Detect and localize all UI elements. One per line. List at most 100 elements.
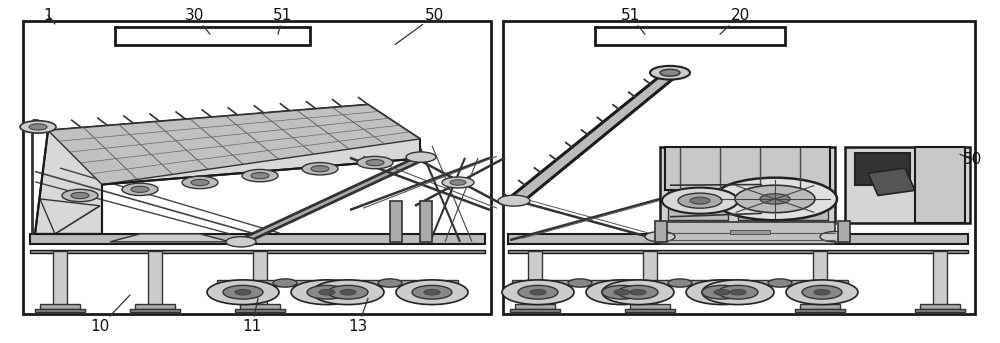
- Circle shape: [29, 124, 47, 130]
- Circle shape: [686, 280, 758, 305]
- Bar: [915, 147, 965, 223]
- Circle shape: [235, 289, 251, 295]
- Bar: [512, 280, 648, 286]
- Bar: [115, 27, 310, 45]
- Circle shape: [730, 289, 746, 295]
- Circle shape: [223, 285, 263, 299]
- Bar: [510, 309, 560, 312]
- Bar: [730, 230, 770, 234]
- Bar: [915, 309, 965, 312]
- Circle shape: [71, 192, 89, 199]
- Circle shape: [412, 285, 452, 299]
- Bar: [625, 309, 675, 312]
- Text: 10: 10: [90, 295, 130, 334]
- Circle shape: [713, 178, 837, 220]
- Circle shape: [820, 232, 850, 242]
- Circle shape: [340, 289, 356, 295]
- Circle shape: [662, 188, 738, 214]
- Bar: [515, 304, 555, 309]
- Bar: [253, 251, 267, 305]
- Bar: [528, 251, 542, 305]
- Circle shape: [122, 183, 158, 196]
- Text: 30: 30: [185, 8, 210, 34]
- Circle shape: [702, 280, 774, 305]
- Circle shape: [718, 285, 758, 299]
- Bar: [135, 304, 175, 309]
- Polygon shape: [110, 234, 230, 242]
- Bar: [40, 304, 80, 309]
- Circle shape: [312, 280, 384, 305]
- Bar: [612, 280, 748, 286]
- Bar: [845, 147, 970, 223]
- Text: 51: 51: [273, 8, 293, 34]
- Bar: [838, 221, 850, 242]
- Text: 50: 50: [960, 152, 982, 167]
- Circle shape: [530, 289, 546, 295]
- Circle shape: [630, 289, 646, 295]
- Circle shape: [302, 163, 338, 175]
- Circle shape: [62, 189, 98, 202]
- Circle shape: [226, 237, 256, 247]
- Bar: [390, 201, 402, 242]
- Circle shape: [273, 279, 297, 287]
- Circle shape: [207, 280, 279, 305]
- Bar: [933, 251, 947, 305]
- Bar: [813, 251, 827, 305]
- Circle shape: [786, 280, 858, 305]
- Bar: [130, 309, 180, 312]
- Circle shape: [251, 173, 269, 179]
- Circle shape: [498, 195, 530, 206]
- Bar: [643, 251, 657, 305]
- Circle shape: [242, 169, 278, 182]
- Bar: [595, 27, 785, 45]
- Circle shape: [450, 180, 466, 185]
- Bar: [665, 147, 830, 190]
- Bar: [668, 188, 728, 220]
- Circle shape: [291, 280, 363, 305]
- Circle shape: [378, 279, 402, 287]
- Text: 50: 50: [395, 8, 445, 45]
- Circle shape: [802, 285, 842, 299]
- Circle shape: [586, 280, 658, 305]
- Circle shape: [502, 280, 574, 305]
- Polygon shape: [35, 105, 420, 234]
- Circle shape: [602, 285, 642, 299]
- Circle shape: [735, 185, 815, 213]
- Circle shape: [182, 176, 218, 189]
- Bar: [660, 222, 835, 244]
- Bar: [148, 251, 162, 305]
- Bar: [855, 153, 910, 185]
- Circle shape: [678, 193, 722, 208]
- Bar: [508, 234, 968, 244]
- Bar: [738, 188, 828, 220]
- Circle shape: [714, 289, 730, 295]
- Bar: [23, 21, 491, 314]
- Circle shape: [20, 121, 56, 133]
- Circle shape: [814, 289, 830, 295]
- Bar: [920, 304, 960, 309]
- Circle shape: [319, 289, 335, 295]
- Circle shape: [618, 285, 658, 299]
- Text: 11: 11: [242, 298, 262, 334]
- Circle shape: [406, 152, 436, 162]
- Bar: [53, 251, 67, 305]
- Circle shape: [357, 156, 393, 169]
- Bar: [630, 304, 670, 309]
- Bar: [240, 304, 280, 309]
- Bar: [800, 304, 840, 309]
- Bar: [712, 280, 848, 286]
- Circle shape: [307, 285, 347, 299]
- Circle shape: [568, 279, 592, 287]
- Circle shape: [614, 289, 630, 295]
- Polygon shape: [868, 168, 915, 196]
- Circle shape: [645, 232, 675, 242]
- Circle shape: [768, 279, 792, 287]
- Circle shape: [424, 289, 440, 295]
- Bar: [655, 221, 667, 242]
- Text: 1: 1: [43, 8, 55, 24]
- Circle shape: [396, 280, 468, 305]
- Circle shape: [702, 285, 742, 299]
- Circle shape: [328, 285, 368, 299]
- Circle shape: [650, 66, 690, 80]
- Text: 51: 51: [620, 8, 645, 34]
